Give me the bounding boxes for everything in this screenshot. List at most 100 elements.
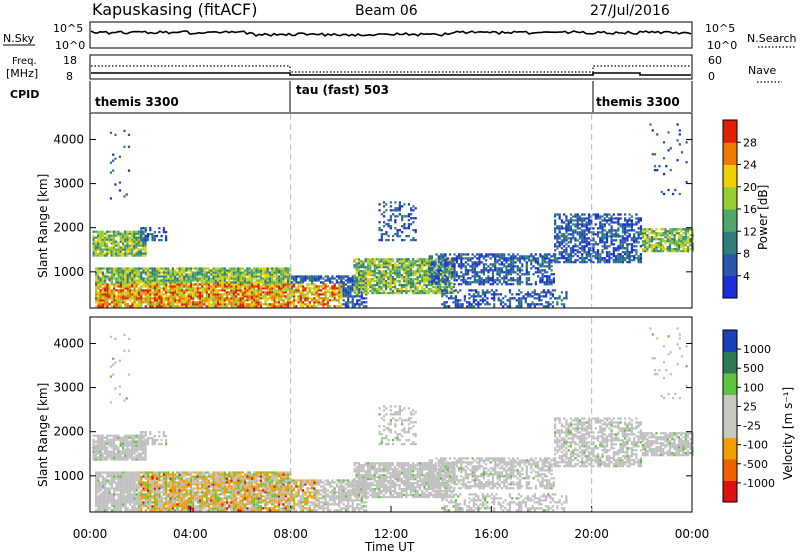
power-cell [621, 257, 624, 260]
velocity-cell [106, 446, 109, 449]
power-cell [418, 289, 422, 293]
power-cell [666, 240, 669, 243]
power-cell [563, 239, 566, 242]
power-cell [387, 283, 390, 287]
power-cell [286, 299, 290, 302]
power-cell [353, 305, 357, 308]
power-cell [131, 295, 134, 298]
power-cell [198, 273, 202, 276]
power-cell [684, 242, 687, 245]
power-cell [378, 238, 381, 242]
power-cell [347, 295, 350, 298]
power-cell [682, 236, 685, 239]
power-cell [628, 229, 631, 232]
power-cell [496, 261, 499, 264]
power-cell [241, 273, 244, 276]
power-cell [230, 275, 233, 278]
power-cell [357, 291, 361, 295]
power-cell [469, 281, 472, 284]
velocity-cell [97, 446, 100, 449]
power-cell [198, 295, 202, 298]
power-cell [610, 257, 613, 260]
velocity-cell [110, 450, 113, 453]
power-cell [653, 246, 656, 249]
power-cell [453, 265, 456, 268]
power-cell [207, 283, 211, 286]
velocity-cell [124, 458, 127, 461]
power-cell [262, 269, 265, 272]
power-cell [644, 228, 647, 231]
power-cell [122, 283, 125, 286]
power-cell [676, 139, 679, 142]
power-cell [435, 281, 438, 284]
power-cell [605, 233, 609, 236]
power-cell [400, 289, 403, 293]
power-cell [362, 260, 365, 263]
power-cell [635, 217, 638, 220]
power-cell [169, 289, 172, 292]
power-cell [626, 231, 629, 234]
power-cell [153, 301, 156, 304]
velocity-cell [121, 458, 125, 461]
power-cell [198, 287, 202, 290]
power-cell [144, 271, 147, 274]
power-cell [387, 264, 390, 267]
power-cell [262, 291, 265, 294]
power-cell [171, 293, 174, 296]
power-cell [301, 279, 305, 282]
power-cell [189, 303, 193, 306]
power-cell [135, 295, 138, 298]
velocity-cell [92, 442, 95, 445]
power-cell [396, 207, 399, 210]
power-cell [214, 277, 217, 280]
power-cell [248, 273, 251, 276]
power-cell [121, 240, 125, 243]
power-cell [599, 261, 602, 264]
power-cell [529, 293, 532, 296]
power-cell [366, 279, 370, 283]
power-cell [196, 281, 199, 284]
power-cell [614, 261, 618, 264]
power-cell [484, 293, 487, 296]
nsky-panel [89, 21, 693, 49]
power-cell [351, 285, 354, 288]
power-cell [581, 247, 584, 250]
power-cell [133, 232, 136, 235]
power-cell [432, 289, 435, 293]
power-cell [162, 299, 165, 302]
power-cell [167, 267, 170, 270]
power-cell [491, 255, 495, 258]
power-cell [110, 246, 113, 249]
power-cell [384, 274, 388, 277]
power-cell [587, 229, 591, 232]
power-cell [115, 289, 118, 292]
power-cell [398, 203, 401, 206]
power-cell [176, 287, 179, 290]
power-cell [110, 283, 114, 286]
power-cell [414, 283, 417, 287]
power-cell [581, 223, 584, 226]
power-cell [160, 287, 163, 290]
power-cell [480, 253, 483, 256]
power-cell [212, 295, 215, 298]
power-cell [99, 271, 102, 274]
velocity-cell [106, 452, 109, 455]
power-cell [301, 301, 305, 304]
power-cell [578, 231, 582, 234]
power-cell [508, 297, 512, 300]
power-cell [273, 281, 276, 284]
power-cell [338, 285, 341, 288]
power-cell [394, 262, 397, 265]
power-cell [498, 263, 501, 266]
power-cell [205, 279, 208, 282]
power-cell [335, 287, 339, 290]
power-cell [225, 297, 229, 300]
power-cell [525, 257, 528, 260]
power-cell [275, 297, 278, 300]
power-cell [187, 277, 190, 280]
power-cell [284, 273, 287, 276]
power-cell [596, 261, 600, 264]
power-cell [539, 271, 542, 274]
power-cell [491, 273, 495, 276]
power-cell [569, 251, 573, 254]
